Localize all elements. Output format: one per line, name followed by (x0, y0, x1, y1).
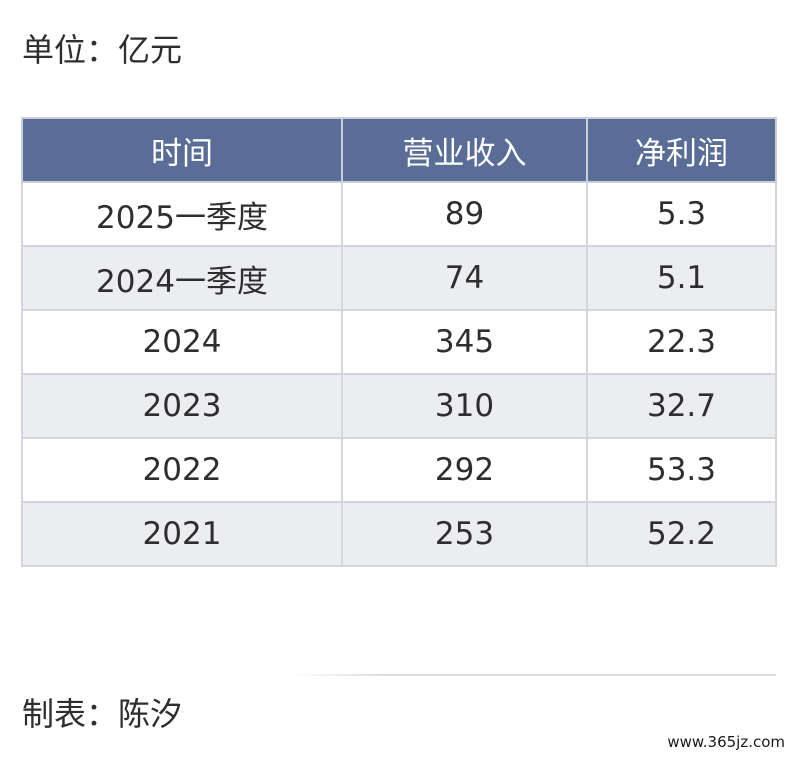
cell-revenue: 345 (341, 309, 588, 375)
cell-net-profit: 5.3 (586, 181, 777, 247)
cell-revenue: 253 (341, 501, 588, 567)
cell-period: 2024 (21, 309, 343, 375)
cell-period: 2025一季度 (21, 181, 343, 247)
cell-net-profit: 32.7 (586, 373, 777, 439)
cell-period: 2024一季度 (21, 245, 343, 311)
cell-period: 2022 (21, 437, 343, 503)
cell-net-profit: 53.3 (586, 437, 777, 503)
cell-revenue: 89 (341, 181, 588, 247)
table-row: 2024一季度 74 5.1 (21, 245, 777, 311)
cell-net-profit: 5.1 (586, 245, 777, 311)
table-row: 2021 253 52.2 (21, 501, 777, 567)
cell-net-profit: 52.2 (586, 501, 777, 567)
unit-label: 单位：亿元 (22, 31, 183, 69)
header-period: 时间 (21, 117, 343, 183)
footer-divider (290, 674, 776, 676)
cell-revenue: 74 (341, 245, 588, 311)
header-revenue: 营业收入 (341, 117, 588, 183)
site-watermark: www.365jz.com (663, 731, 789, 753)
cell-net-profit: 22.3 (586, 309, 777, 375)
table-row: 2025一季度 89 5.3 (21, 181, 777, 247)
credit-label: 制表：陈汐 (22, 695, 183, 733)
table-header-row: 时间 营业收入 净利润 (21, 117, 777, 183)
cell-period: 2021 (21, 501, 343, 567)
financial-table: 时间 营业收入 净利润 2025一季度 89 5.3 2024一季度 74 5.… (21, 117, 777, 567)
header-net-profit: 净利润 (586, 117, 777, 183)
table-row: 2024 345 22.3 (21, 309, 777, 375)
table-row: 2023 310 32.7 (21, 373, 777, 439)
table-row: 2022 292 53.3 (21, 437, 777, 503)
cell-revenue: 292 (341, 437, 588, 503)
cell-revenue: 310 (341, 373, 588, 439)
cell-period: 2023 (21, 373, 343, 439)
